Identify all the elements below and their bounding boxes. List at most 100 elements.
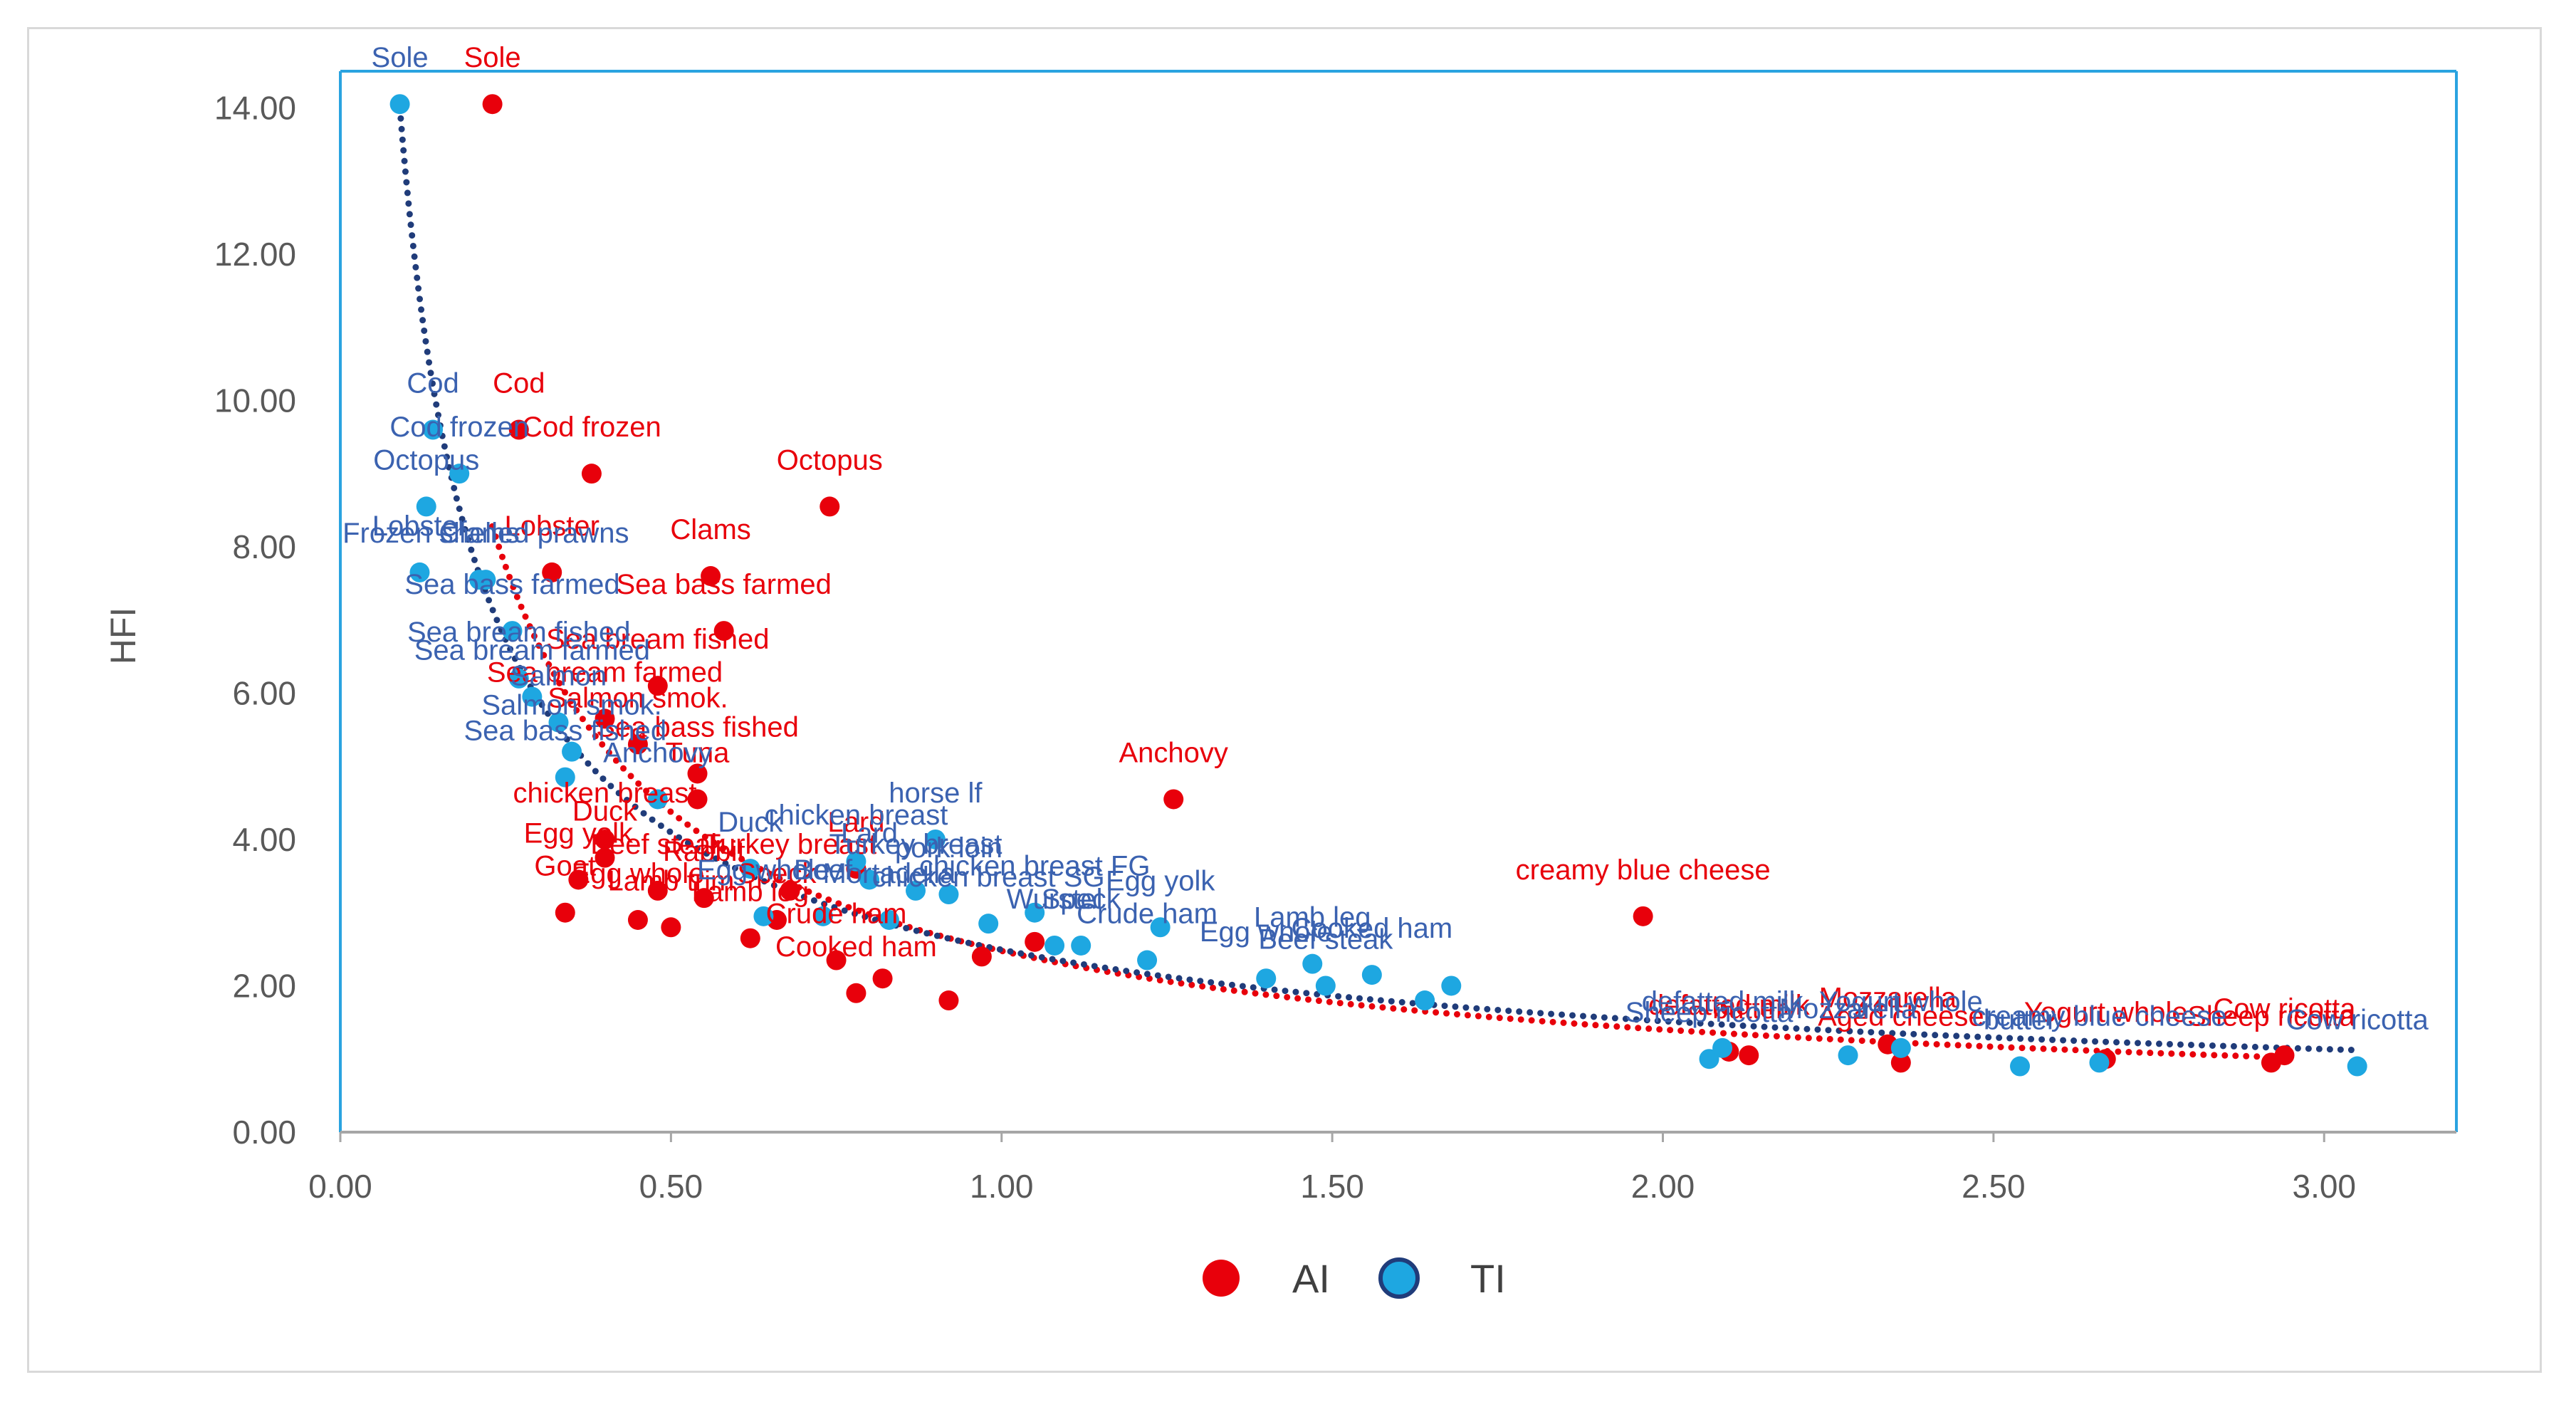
point-ti [469, 570, 490, 590]
point-ti [1712, 1037, 1733, 1058]
data-label-ti: Turkey breast [829, 829, 1002, 860]
point-ai [595, 829, 615, 849]
plot-area [340, 70, 2458, 1132]
point-ai [595, 708, 615, 729]
data-label-ai: Crude ham [766, 899, 907, 930]
data-label-ti: Mozzarella [1779, 993, 1917, 1025]
data-label-ti: Sole [372, 42, 429, 73]
data-label-ti: horse lf [889, 778, 983, 809]
point-ti [1137, 950, 1158, 971]
data-label-ai: Speck [737, 858, 817, 889]
data-label-ti: Salmon smok. [481, 690, 661, 721]
point-ti [846, 851, 866, 872]
point-ai [1739, 1045, 1759, 1066]
y-tick-labels: 0.00 2.00 4.00 6.00 8.00 10.00 12.00 14.00 [214, 89, 296, 1151]
data-label-ai: Yogurt whole [2024, 997, 2188, 1028]
point-ti [879, 910, 899, 930]
y-tick-label: 10.00 [214, 382, 296, 419]
point-ai [713, 621, 734, 642]
point-ai [846, 983, 866, 1003]
data-label-ai: Anchovy [1119, 737, 1228, 768]
data-label-ti: Yogurt whole [1819, 986, 1983, 1018]
y-tick-label: 8.00 [232, 528, 296, 565]
point-ai [1163, 789, 1184, 810]
point-ti [522, 686, 543, 707]
data-label-ai: Beef steak [590, 829, 726, 860]
point-ti [2010, 1056, 2031, 1077]
x-tick-label: 2.50 [1962, 1168, 2026, 1205]
data-label-ai: Cow ricotta [2213, 993, 2356, 1025]
point-ti [1302, 953, 1323, 974]
data-label-ti: Lobster [372, 511, 467, 542]
point-ai [820, 496, 840, 517]
legend-label-ti: TI [1470, 1256, 1506, 1301]
point-ti [555, 767, 575, 788]
data-label-ti: chicken breast [764, 800, 948, 831]
point-ti [978, 914, 999, 934]
point-ti [740, 859, 760, 879]
point-ai [627, 734, 648, 755]
data-label-ai: Sea bream fished [546, 624, 770, 655]
point-ai [780, 880, 800, 901]
x-tick-label: 2.00 [1631, 1168, 1695, 1205]
point-ti [1441, 975, 1462, 996]
point-ti [2089, 1052, 2110, 1073]
point-ti [753, 906, 774, 926]
legend-marker-ai [1203, 1260, 1240, 1297]
point-ai [2274, 1045, 2295, 1066]
axis-lines [339, 71, 2456, 1134]
point-ai [647, 880, 668, 901]
data-label-ai: Turkey breast [703, 829, 876, 860]
legend: AI TI [1203, 1256, 1506, 1301]
data-label-ti: Beef steak [1258, 924, 1393, 955]
data-label-ti: creamy blue cheese [1972, 1000, 2226, 1032]
x-tick-label: 1.50 [1300, 1168, 1364, 1205]
data-label-ai: Sole [464, 42, 521, 73]
point-ai [701, 566, 721, 587]
point-ai [627, 910, 648, 930]
point-ti [562, 741, 582, 762]
point-ti [859, 869, 879, 890]
data-label-ai: creamy blue cheese [1516, 854, 1771, 886]
data-label-ai: Lamb trim [607, 865, 734, 896]
data-label-ti: Egg yolk [1106, 865, 1215, 896]
y-tick-label: 6.00 [232, 674, 296, 711]
data-label-ai: Egg whole [572, 858, 705, 889]
data-label-ai: Salmon smok. [548, 682, 728, 713]
trendline-ai [489, 523, 2288, 1061]
data-label-ai: Cod [493, 368, 545, 399]
point-ai [581, 464, 602, 484]
data-label-ti: Sea bass farmed [404, 569, 619, 600]
data-label-ti: Clams [439, 518, 519, 549]
data-label-ti: Duck [718, 807, 783, 838]
data-label-ti: Salmon [511, 661, 607, 692]
data-label-ti: chicken breast FG [919, 851, 1151, 882]
y-tick-label: 2.00 [232, 967, 296, 1004]
legend-marker-ti [1378, 1257, 1420, 1299]
data-label-ai: Lard [827, 807, 884, 838]
data-label-ai: Goat [534, 851, 596, 882]
data-label-ti: Frozen shelled prawns [342, 518, 629, 549]
point-ti [2347, 1056, 2367, 1077]
point-ai [1890, 1052, 1911, 1073]
data-label-ti: Cod [407, 368, 459, 399]
y-tick-label: 4.00 [232, 821, 296, 858]
point-ai [971, 946, 992, 967]
data-label-ti: Beef [794, 854, 853, 886]
data-label-ai: Mozzarella [1819, 983, 1957, 1014]
data-label-ti: Lamb leg [1254, 902, 1371, 933]
y-tick-label: 14.00 [214, 89, 296, 126]
data-label-ti: Sheep ricotta [1625, 997, 1794, 1028]
point-ai [508, 419, 529, 440]
point-ai [740, 928, 760, 948]
point-ai [568, 869, 589, 890]
data-label-ai: Sea bream farmed [487, 656, 723, 688]
point-ai [555, 902, 575, 923]
chart-frame [27, 27, 2542, 1373]
x-tick-label: 1.00 [970, 1168, 1034, 1205]
y-axis-title: HFI [103, 607, 143, 665]
point-ti [1150, 917, 1171, 938]
data-label-ai: Sheep ricotta [2187, 1000, 2355, 1032]
point-ai [872, 968, 893, 989]
